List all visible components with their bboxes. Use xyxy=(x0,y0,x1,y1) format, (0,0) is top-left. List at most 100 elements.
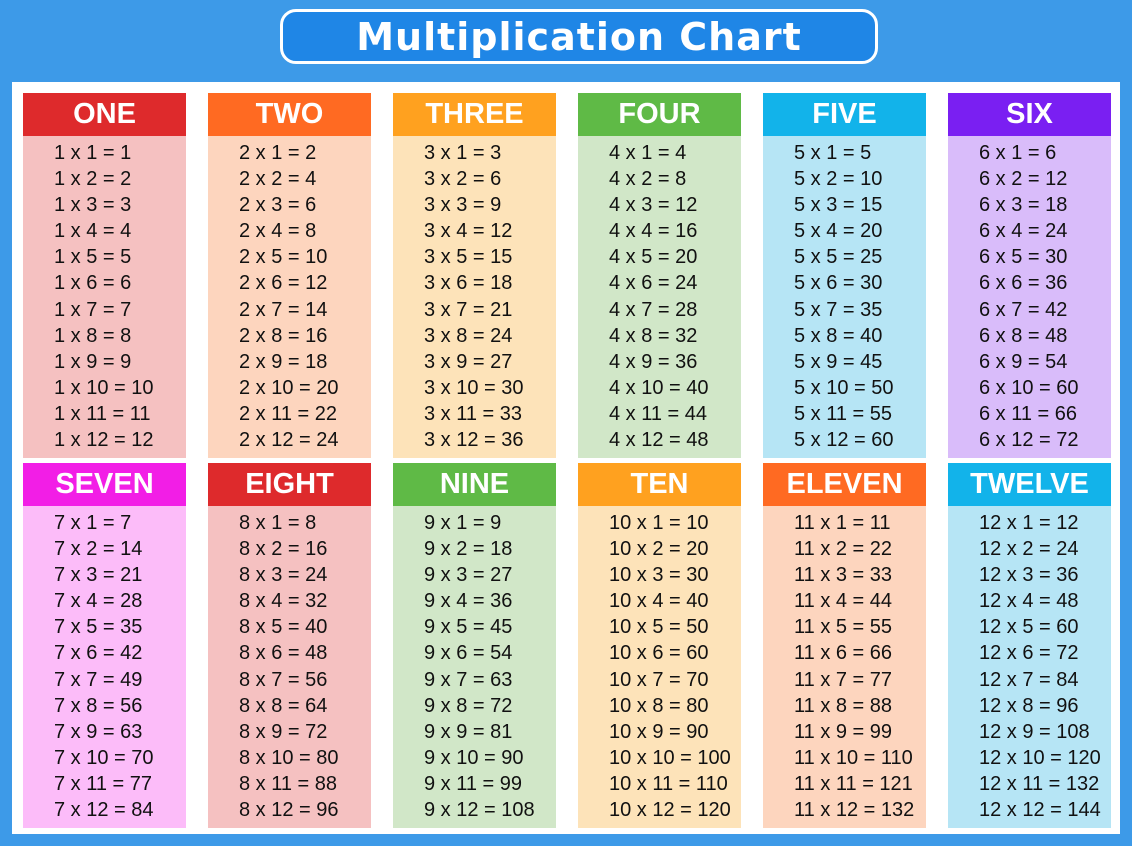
table-row: 12 x 11 = 132 xyxy=(979,772,1100,795)
table-row: 3 x 3 = 9 xyxy=(424,194,502,217)
table-ten: TEN 10 x 1 = 10 10 x 2 = 20 10 x 3 = 30 10 x… xyxy=(578,463,741,828)
table-row: 11 x 5 = 55 xyxy=(794,616,893,639)
table-row: 4 x 6 = 24 xyxy=(609,272,698,295)
table-row: 6 x 7 = 42 xyxy=(979,298,1068,321)
table-row: 1 x 12 = 12 xyxy=(54,429,154,452)
table-row: 5 x 2 = 10 xyxy=(794,168,883,191)
table-row: 12 x 4 = 48 xyxy=(979,590,1079,613)
table-row: 2 x 8 = 16 xyxy=(239,324,328,347)
table-row: 7 x 9 = 63 xyxy=(54,720,143,743)
table-row: 11 x 7 = 77 xyxy=(794,668,893,691)
table-row: 3 x 1 = 3 xyxy=(424,142,502,164)
table-row: 8 x 6 = 48 xyxy=(239,642,328,665)
table-row: 2 x 7 = 14 xyxy=(239,298,328,321)
table-row: 7 x 2 = 14 xyxy=(54,538,143,561)
table-row: 10 x 5 = 50 xyxy=(609,616,709,639)
table-header: SIX xyxy=(948,93,1111,136)
table-nine: NINE 9 x 1 = 9 9 x 2 = 18 9 x 3 = 27 9 x 4 =… xyxy=(393,463,556,828)
table-row: 5 x 1 = 5 xyxy=(794,142,872,164)
table-header: TWO xyxy=(208,93,371,136)
table-row: 8 x 7 = 56 xyxy=(239,668,328,691)
table-body: 4 x 1 = 4 4 x 2 = 8 4 x 3 = 12 4 x 4 = 16 4 … xyxy=(578,136,741,458)
table-row: 12 x 8 = 96 xyxy=(979,694,1079,717)
table-row: 1 x 2 = 2 xyxy=(54,168,132,191)
table-row: 8 x 11 = 88 xyxy=(239,772,338,795)
table-header: TWELVE xyxy=(948,463,1111,506)
table-row: 11 x 1 = 11 xyxy=(794,512,891,534)
table-row: 9 x 5 = 45 xyxy=(424,616,513,639)
table-row: 10 x 10 = 100 xyxy=(609,746,731,769)
table-row: 1 x 10 = 10 xyxy=(54,376,154,399)
table-row: 3 x 6 = 18 xyxy=(424,272,513,295)
table-header: NINE xyxy=(393,463,556,506)
table-row: 1 x 8 = 8 xyxy=(54,324,132,347)
table-row: 8 x 5 = 40 xyxy=(239,616,328,639)
table-row: 1 x 1 = 1 xyxy=(54,142,132,164)
table-row: 3 x 2 = 6 xyxy=(424,168,502,191)
table-row: 3 x 8 = 24 xyxy=(424,324,513,347)
table-row: 7 x 1 = 7 xyxy=(54,512,132,534)
table-row: 6 x 9 = 54 xyxy=(979,350,1068,373)
table-row: 10 x 4 = 40 xyxy=(609,590,709,613)
table-header: FOUR xyxy=(578,93,741,136)
table-row: 12 x 5 = 60 xyxy=(979,616,1079,639)
table-row: 10 x 11 = 110 xyxy=(609,772,728,795)
table-row: 7 x 10 = 70 xyxy=(54,746,154,769)
table-header: THREE xyxy=(393,93,556,136)
table-row: 6 x 4 = 24 xyxy=(979,220,1068,243)
table-row: 5 x 3 = 15 xyxy=(794,194,883,217)
table-row: 1 x 5 = 5 xyxy=(54,246,132,269)
table-header: FIVE xyxy=(763,93,926,136)
table-body: 9 x 1 = 9 9 x 2 = 18 9 x 3 = 27 9 x 4 = 36 9… xyxy=(393,506,556,828)
table-row: 10 x 8 = 80 xyxy=(609,694,709,717)
table-body: 7 x 1 = 7 7 x 2 = 14 7 x 3 = 21 7 x 4 = 28 7… xyxy=(23,506,186,828)
table-row: 7 x 12 = 84 xyxy=(54,799,154,822)
table-row: 8 x 2 = 16 xyxy=(239,538,328,561)
table-row: 6 x 5 = 30 xyxy=(979,246,1068,269)
table-header: TEN xyxy=(578,463,741,506)
table-row: 9 x 11 = 99 xyxy=(424,772,523,795)
table-row: 9 x 2 = 18 xyxy=(424,538,513,561)
table-row: 12 x 2 = 24 xyxy=(979,538,1079,561)
table-eleven: ELEVEN 11 x 1 = 11 11 x 2 = 22 11 x 3 = 33 1… xyxy=(763,463,926,828)
table-row: 7 x 5 = 35 xyxy=(54,616,143,639)
table-row: 3 x 11 = 33 xyxy=(424,402,523,425)
table-row: 5 x 4 = 20 xyxy=(794,220,883,243)
table-row: 5 x 7 = 35 xyxy=(794,298,883,321)
table-five: FIVE 5 x 1 = 5 5 x 2 = 10 5 x 3 = 15 5 x 4 =… xyxy=(763,93,926,458)
table-row: 12 x 12 = 144 xyxy=(979,799,1101,822)
table-row: 6 x 8 = 48 xyxy=(979,324,1068,347)
table-row: 2 x 4 = 8 xyxy=(239,220,317,243)
table-row: 4 x 5 = 20 xyxy=(609,246,698,269)
table-row: 8 x 4 = 32 xyxy=(239,590,328,613)
table-body: 12 x 1 = 12 12 x 2 = 24 12 x 3 = 36 12 x 4 … xyxy=(948,506,1111,828)
table-header: ONE xyxy=(23,93,186,136)
table-row: 3 x 10 = 30 xyxy=(424,376,524,399)
table-row: 11 x 2 = 22 xyxy=(794,538,893,561)
table-row: 8 x 10 = 80 xyxy=(239,746,339,769)
table-row: 8 x 9 = 72 xyxy=(239,720,328,743)
table-row: 6 x 1 = 6 xyxy=(979,142,1057,164)
table-row: 11 x 8 = 88 xyxy=(794,694,893,717)
table-row: 4 x 4 = 16 xyxy=(609,220,698,243)
table-row: 4 x 7 = 28 xyxy=(609,298,698,321)
table-row: 1 x 4 = 4 xyxy=(54,220,132,243)
table-row: 4 x 10 = 40 xyxy=(609,376,709,399)
table-row: 8 x 12 = 96 xyxy=(239,799,339,822)
table-row: 12 x 10 = 120 xyxy=(979,746,1101,769)
table-row: 5 x 10 = 50 xyxy=(794,376,894,399)
table-eight: EIGHT 8 x 1 = 8 8 x 2 = 16 8 x 3 = 24 8 x 4 … xyxy=(208,463,371,828)
table-row: 6 x 3 = 18 xyxy=(979,194,1068,217)
table-row: 2 x 1 = 2 xyxy=(239,142,317,164)
table-body: 11 x 1 = 11 11 x 2 = 22 11 x 3 = 33 11 x 4 … xyxy=(763,506,926,828)
table-row: 3 x 9 = 27 xyxy=(424,350,513,373)
table-row: 9 x 8 = 72 xyxy=(424,694,513,717)
table-row: 9 x 1 = 9 xyxy=(424,512,502,534)
table-row: 12 x 1 = 12 xyxy=(979,512,1079,534)
table-row: 10 x 3 = 30 xyxy=(609,564,709,587)
table-row: 4 x 12 = 48 xyxy=(609,429,709,452)
table-row: 8 x 1 = 8 xyxy=(239,512,317,534)
